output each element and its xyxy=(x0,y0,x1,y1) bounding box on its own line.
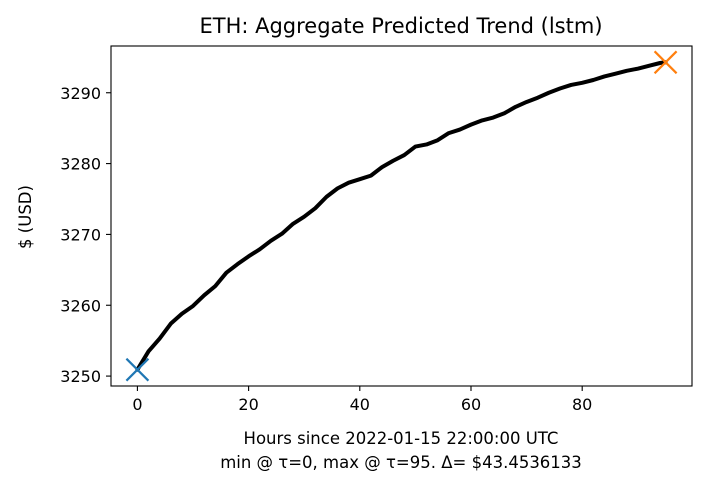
chart-title: ETH: Aggregate Predicted Trend (lstm) xyxy=(199,14,602,38)
y-tick-label: 3250 xyxy=(60,367,101,386)
x-tick-label: 0 xyxy=(132,395,142,414)
y-tick-label: 3290 xyxy=(60,84,101,103)
x-tick-label: 60 xyxy=(461,395,481,414)
x-axis-label: Hours since 2022-01-15 22:00:00 UTC xyxy=(244,429,559,448)
plot-area xyxy=(110,45,693,387)
series-line-0 xyxy=(135,60,668,372)
max-marker xyxy=(653,50,678,75)
x-axis-ticks: 0 20 40 60 80 xyxy=(132,386,592,414)
x-axis-sublabel: min @ τ=0, max @ τ=95. Δ= $43.4536133 xyxy=(220,453,582,472)
x-tick-label: 20 xyxy=(238,395,258,414)
y-tick-label: 3260 xyxy=(60,296,101,315)
min-marker xyxy=(125,357,150,382)
x-tick-label: 40 xyxy=(350,395,370,414)
y-tick-label: 3270 xyxy=(60,225,101,244)
axes-frame xyxy=(110,45,693,387)
y-axis-label: $ (USD) xyxy=(16,185,35,249)
y-tick-label: 3280 xyxy=(60,155,101,174)
x-tick-label: 80 xyxy=(572,395,592,414)
y-axis-ticks: 3250 3260 3270 3280 3290 xyxy=(60,84,111,386)
